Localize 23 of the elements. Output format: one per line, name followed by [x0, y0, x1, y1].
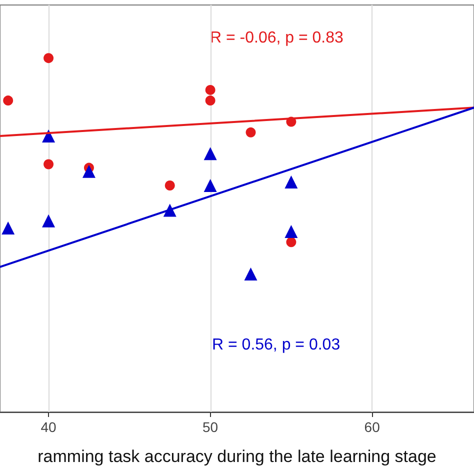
point	[286, 237, 296, 248]
point	[42, 129, 56, 142]
point	[205, 84, 216, 95]
x-tick-label: 60	[364, 419, 380, 435]
point	[3, 96, 14, 106]
annotation: R = 0.56, p = 0.03	[212, 336, 340, 354]
point	[244, 267, 258, 280]
point	[205, 96, 216, 106]
x-axis-title: ramming task accuracy during the late learning stage	[38, 447, 436, 466]
point	[42, 214, 56, 228]
x-tick-label: 40	[40, 419, 57, 435]
text: R = -0.06, p = 0.83	[210, 30, 344, 46]
x-tick-label: 50	[202, 419, 218, 435]
point	[204, 178, 217, 192]
point	[284, 225, 298, 238]
point	[204, 147, 217, 160]
point	[2, 221, 15, 234]
point	[44, 159, 54, 170]
point	[164, 180, 175, 190]
point	[284, 175, 298, 188]
point	[44, 53, 54, 64]
point	[82, 164, 96, 178]
point	[246, 127, 256, 138]
